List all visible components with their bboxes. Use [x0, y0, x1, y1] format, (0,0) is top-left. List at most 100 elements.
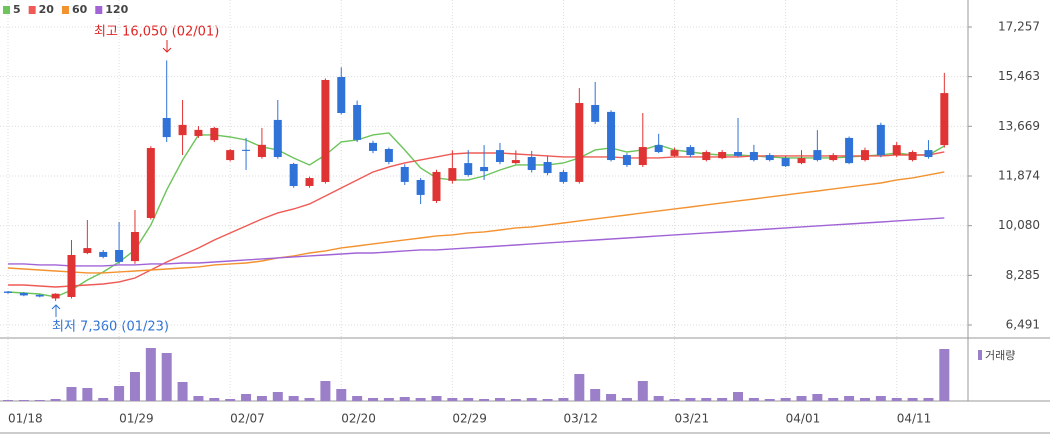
volume-bar	[18, 400, 29, 401]
candle-body	[130, 231, 139, 262]
candle-body	[607, 111, 616, 161]
candle-body	[384, 148, 393, 162]
candle-body	[813, 150, 822, 161]
candle-body	[242, 149, 251, 151]
volume-legend-swatch	[978, 350, 982, 360]
volume-bar	[415, 398, 426, 401]
volume-bar	[812, 394, 823, 401]
candle-body	[257, 144, 266, 158]
volume-bar	[621, 398, 632, 401]
volume-bar	[558, 398, 569, 401]
volume-bar	[542, 399, 553, 401]
volume-bar	[526, 398, 537, 401]
candle-body	[67, 254, 76, 297]
candle-body	[765, 155, 774, 161]
candle-body	[369, 142, 378, 151]
candle-body	[940, 93, 949, 146]
volume-bar	[590, 389, 601, 401]
candle-body	[781, 158, 790, 167]
volume-legend-label: 거래량	[985, 349, 1015, 362]
volume-bar	[272, 392, 283, 401]
x-tick-label: 04/11	[897, 412, 932, 426]
x-tick-label: 01/29	[119, 412, 154, 426]
volume-bar	[129, 372, 140, 401]
volume-bar	[145, 348, 156, 401]
candle-body	[19, 292, 28, 296]
volume-bar	[891, 398, 902, 401]
legend-swatch	[61, 6, 69, 14]
legend-swatch	[28, 6, 36, 14]
legend-label: 5	[13, 3, 21, 16]
volume-bar	[161, 353, 172, 401]
volume-bar	[336, 389, 347, 401]
candle-body	[908, 152, 917, 161]
candle-body	[575, 103, 584, 182]
volume-bar	[796, 396, 807, 401]
x-tick-label: 02/29	[452, 412, 487, 426]
candle-body	[797, 158, 806, 164]
volume-bar	[717, 398, 728, 401]
legend-label: 60	[72, 3, 88, 16]
candle-body	[860, 150, 869, 161]
candle-body	[4, 291, 12, 293]
legend-label: 120	[105, 3, 128, 16]
legend-label: 20	[39, 3, 55, 16]
volume-bar	[383, 398, 394, 401]
legend-swatch	[95, 6, 103, 14]
candle-body	[146, 147, 155, 218]
candle-body	[416, 179, 425, 195]
candle-body	[591, 104, 600, 122]
volume-bar	[685, 398, 696, 401]
volume-bar	[463, 398, 474, 401]
candle-body	[99, 251, 108, 257]
volume-bar	[828, 398, 839, 401]
candle-body	[622, 155, 631, 166]
y-tick-label: 13,669	[998, 119, 1040, 133]
volume-bar	[494, 398, 505, 401]
candle-body	[845, 137, 854, 164]
y-tick-label: 10,080	[998, 218, 1040, 232]
volume-bar	[574, 374, 585, 401]
legend-swatch	[3, 6, 10, 14]
x-tick-label: 02/07	[230, 412, 265, 426]
volume-bar	[733, 392, 744, 401]
candle-body	[35, 294, 44, 297]
low-arrow	[51, 304, 61, 317]
candle-body	[210, 127, 219, 141]
candle-body	[495, 150, 504, 162]
volume-bar	[653, 396, 664, 401]
volume-bar	[844, 396, 855, 401]
candle-body	[273, 119, 282, 158]
volume-bar	[399, 397, 410, 401]
x-tick-label: 01/18	[8, 412, 43, 426]
x-tick-label: 04/01	[786, 412, 821, 426]
volume-bar	[98, 398, 109, 401]
volume-bar	[320, 381, 331, 401]
volume-bar	[66, 387, 77, 401]
volume-bar	[875, 396, 886, 401]
y-tick-label: 15,463	[998, 69, 1040, 83]
candle-body	[464, 163, 473, 175]
y-tick-label: 6,491	[1006, 317, 1040, 331]
volume-bar	[939, 349, 950, 401]
candle-body	[749, 152, 758, 161]
candle-body	[83, 248, 92, 254]
candle-body	[289, 163, 298, 186]
candle-body	[734, 152, 743, 156]
y-tick-label: 17,257	[998, 20, 1040, 34]
volume-bar	[479, 399, 490, 401]
volume-bar	[50, 399, 61, 401]
low-annotation: 최저 7,360 (01/23)	[52, 320, 169, 335]
y-tick-label: 8,285	[1006, 268, 1040, 282]
volume-bar	[256, 396, 267, 401]
volume-bar	[3, 400, 13, 401]
candle-body	[686, 147, 695, 156]
high-arrow	[162, 40, 172, 53]
candle-body	[543, 161, 552, 174]
volume-bar	[114, 386, 125, 401]
candle-body	[829, 155, 838, 161]
candle-body	[480, 166, 489, 172]
volume-bar	[701, 398, 712, 401]
candle-body	[432, 171, 441, 202]
